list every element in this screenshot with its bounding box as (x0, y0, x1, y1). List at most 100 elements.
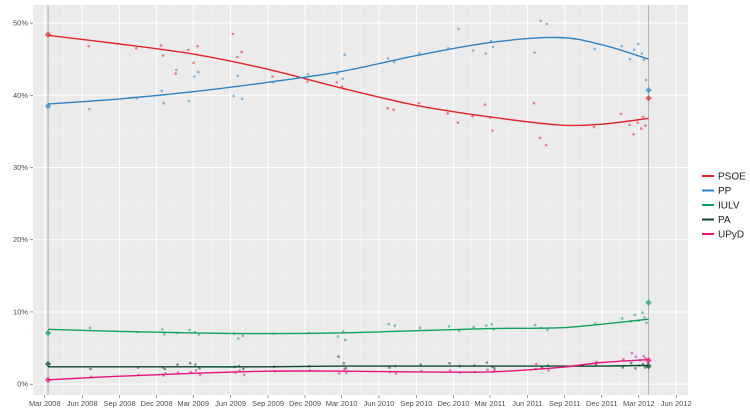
poll-point-pp (162, 101, 166, 105)
trend-line-iulv (48, 318, 649, 335)
poll-point-pp (632, 48, 636, 52)
poll-point-pa (621, 366, 625, 369)
poll-point-psoe (340, 85, 344, 88)
election-result-pp (44, 102, 52, 110)
poll-point-pa (163, 367, 167, 371)
poll-point-pp (628, 57, 632, 61)
poll-point-pa (188, 361, 192, 365)
poll-point-pp (386, 57, 390, 60)
poll-point-iulv (387, 322, 391, 326)
poll-point-pp (620, 44, 623, 48)
poll-point-pa (337, 355, 340, 359)
poll-point-psoe (619, 112, 623, 116)
poll-point-pp (192, 75, 196, 78)
poll-point-psoe (335, 80, 339, 84)
x-tick-label: Jun 2012 (661, 399, 692, 408)
poll-point-psoe (491, 129, 494, 132)
poll-point-upyd (622, 358, 625, 361)
poll-point-psoe (240, 50, 243, 54)
poll-point-iulv (620, 317, 624, 320)
poll-point-iulv (160, 327, 164, 331)
poll-point-psoe (235, 55, 239, 59)
poll-point-psoe (386, 106, 389, 110)
poll-point-pp (232, 94, 235, 98)
poll-point-pa (492, 366, 496, 370)
poll-point-upyd (194, 369, 198, 372)
poll-point-pa (198, 366, 201, 370)
poll-point-psoe (87, 44, 91, 48)
poll-point-pp (533, 51, 536, 54)
poll-point-upyd (486, 368, 489, 372)
poll-point-upyd (634, 355, 638, 359)
legend-label: PP (718, 186, 732, 197)
election-result-pp (645, 87, 652, 94)
poll-point-psoe (187, 48, 190, 52)
poll-point-pp (640, 52, 644, 55)
poll-point-iulv (645, 321, 648, 325)
poll-point-psoe (456, 121, 460, 125)
poll-point-pp (636, 42, 640, 46)
poll-point-psoe (271, 75, 274, 78)
poll-point-iulv (633, 313, 637, 317)
poll-point-pp (539, 19, 542, 23)
legend-label: UPyD (718, 230, 744, 241)
x-tick-label: Jun 2011 (512, 399, 542, 408)
x-tick-label: Mar 2012 (623, 399, 655, 408)
poll-point-upyd (642, 354, 645, 358)
x-tick-label: Sep 2009 (252, 399, 284, 408)
x-tick-label: Sep 2008 (104, 399, 136, 408)
poll-point-pp (343, 53, 346, 57)
poll-point-pp (175, 68, 178, 72)
poll-point-pa (388, 366, 391, 369)
poll-point-pa (344, 366, 348, 370)
poll-point-upyd (448, 369, 452, 372)
poll-point-pa (448, 361, 451, 365)
poll-point-iulv (447, 325, 451, 328)
poll-point-pp (341, 77, 344, 80)
poll-point-iulv (163, 333, 166, 336)
x-tick-label: Sep 2011 (549, 399, 581, 408)
y-tick-label: 0% (17, 380, 28, 389)
poll-point-pp (457, 27, 460, 31)
y-tick-label: 30% (13, 163, 28, 172)
poll-point-psoe (392, 108, 395, 112)
poll-point-pp (187, 99, 191, 103)
poll-point-iulv (643, 316, 646, 320)
poll-point-psoe (636, 121, 639, 125)
poll-point-iulv (343, 338, 347, 342)
poll-point-psoe (196, 44, 199, 48)
poll-point-iulv (641, 311, 644, 314)
poll-point-pa (242, 367, 245, 371)
election-result-pa (44, 360, 52, 368)
poll-point-psoe (192, 61, 195, 65)
poll-point-iulv (336, 335, 340, 338)
election-result-psoe (645, 94, 652, 102)
trend-line-upyd (48, 358, 649, 381)
x-tick-label: Jun 2008 (67, 399, 98, 408)
poll-point-iulv (393, 324, 397, 327)
poll-point-psoe (231, 32, 235, 36)
poll-point-iulv (546, 328, 549, 332)
poll-point-psoe (161, 54, 165, 57)
poll-point-pp (545, 22, 549, 26)
poll-point-psoe (471, 114, 474, 118)
poll-point-pa (594, 363, 598, 366)
election-result-psoe (44, 31, 52, 38)
y-tick-label: 40% (13, 91, 28, 100)
poll-point-psoe (134, 47, 138, 50)
poll-point-iulv (241, 334, 245, 338)
x-tick-label: Mar 2011 (474, 399, 505, 408)
x-tick-label: Mar 2008 (29, 399, 61, 408)
poll-point-psoe (159, 44, 163, 47)
poll-point-upyd (630, 351, 634, 355)
election-result-iulv (645, 299, 652, 306)
poll-point-iulv (197, 333, 201, 336)
poll-point-iulv (418, 326, 422, 330)
poll-point-upyd (189, 370, 193, 374)
poll-point-psoe (641, 115, 645, 119)
poll-point-pp (418, 52, 421, 55)
poll-point-iulv (472, 325, 476, 329)
poll-point-psoe (544, 143, 548, 147)
poll-point-pp (484, 52, 488, 55)
